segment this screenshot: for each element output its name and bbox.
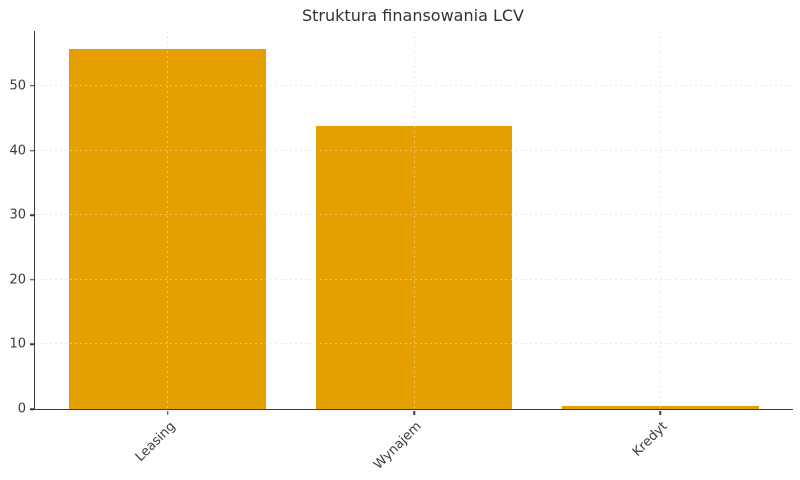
x-tick-mark-leasing [167,410,169,415]
v-gridline-leasing [167,31,169,409]
bar-wynajem [315,126,513,409]
h-gridline-10 [35,343,793,345]
y-tick-mark-40 [29,149,34,152]
bar-kredyt [561,405,759,409]
y-tick-label-20: 20 [9,272,26,288]
y-tick-label-0: 0 [17,401,26,417]
y-tick-label-40: 40 [9,143,26,159]
y-tick-label-30: 30 [9,207,26,223]
y-tick-label-10: 10 [9,336,26,352]
y-tick-mark-0 [29,408,34,410]
v-gridline-kredyt [659,31,661,409]
y-tick-label-50: 50 [9,78,26,94]
x-tick-label-wynajem: Wynajem [370,419,425,473]
h-gridline-50 [35,84,793,86]
x-tick-label-kredyt: Kredyt [629,419,671,460]
chart-title: Struktura finansowania LCV [302,6,524,25]
h-gridline-20 [35,278,793,280]
h-gridline-30 [35,214,793,216]
v-gridline-wynajem [413,31,415,409]
x-tick-label-leasing: Leasing [132,419,179,465]
y-tick-mark-30 [29,214,34,216]
y-tick-mark-10 [29,343,34,346]
v-gridline-kredyt [659,31,661,409]
y-tick-mark-50 [29,85,34,87]
x-tick-mark-kredyt [659,410,661,415]
y-tick-mark-20 [29,279,34,281]
h-gridline-40 [35,149,793,151]
x-tick-mark-wynajem [413,410,415,415]
plot-area: 0 10 20 30 40 50 Leasing Wynajem Kredyt [9,31,793,473]
bar-leasing [69,49,267,409]
